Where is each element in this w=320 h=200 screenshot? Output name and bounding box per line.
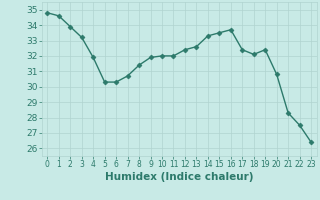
X-axis label: Humidex (Indice chaleur): Humidex (Indice chaleur) [105, 172, 253, 182]
